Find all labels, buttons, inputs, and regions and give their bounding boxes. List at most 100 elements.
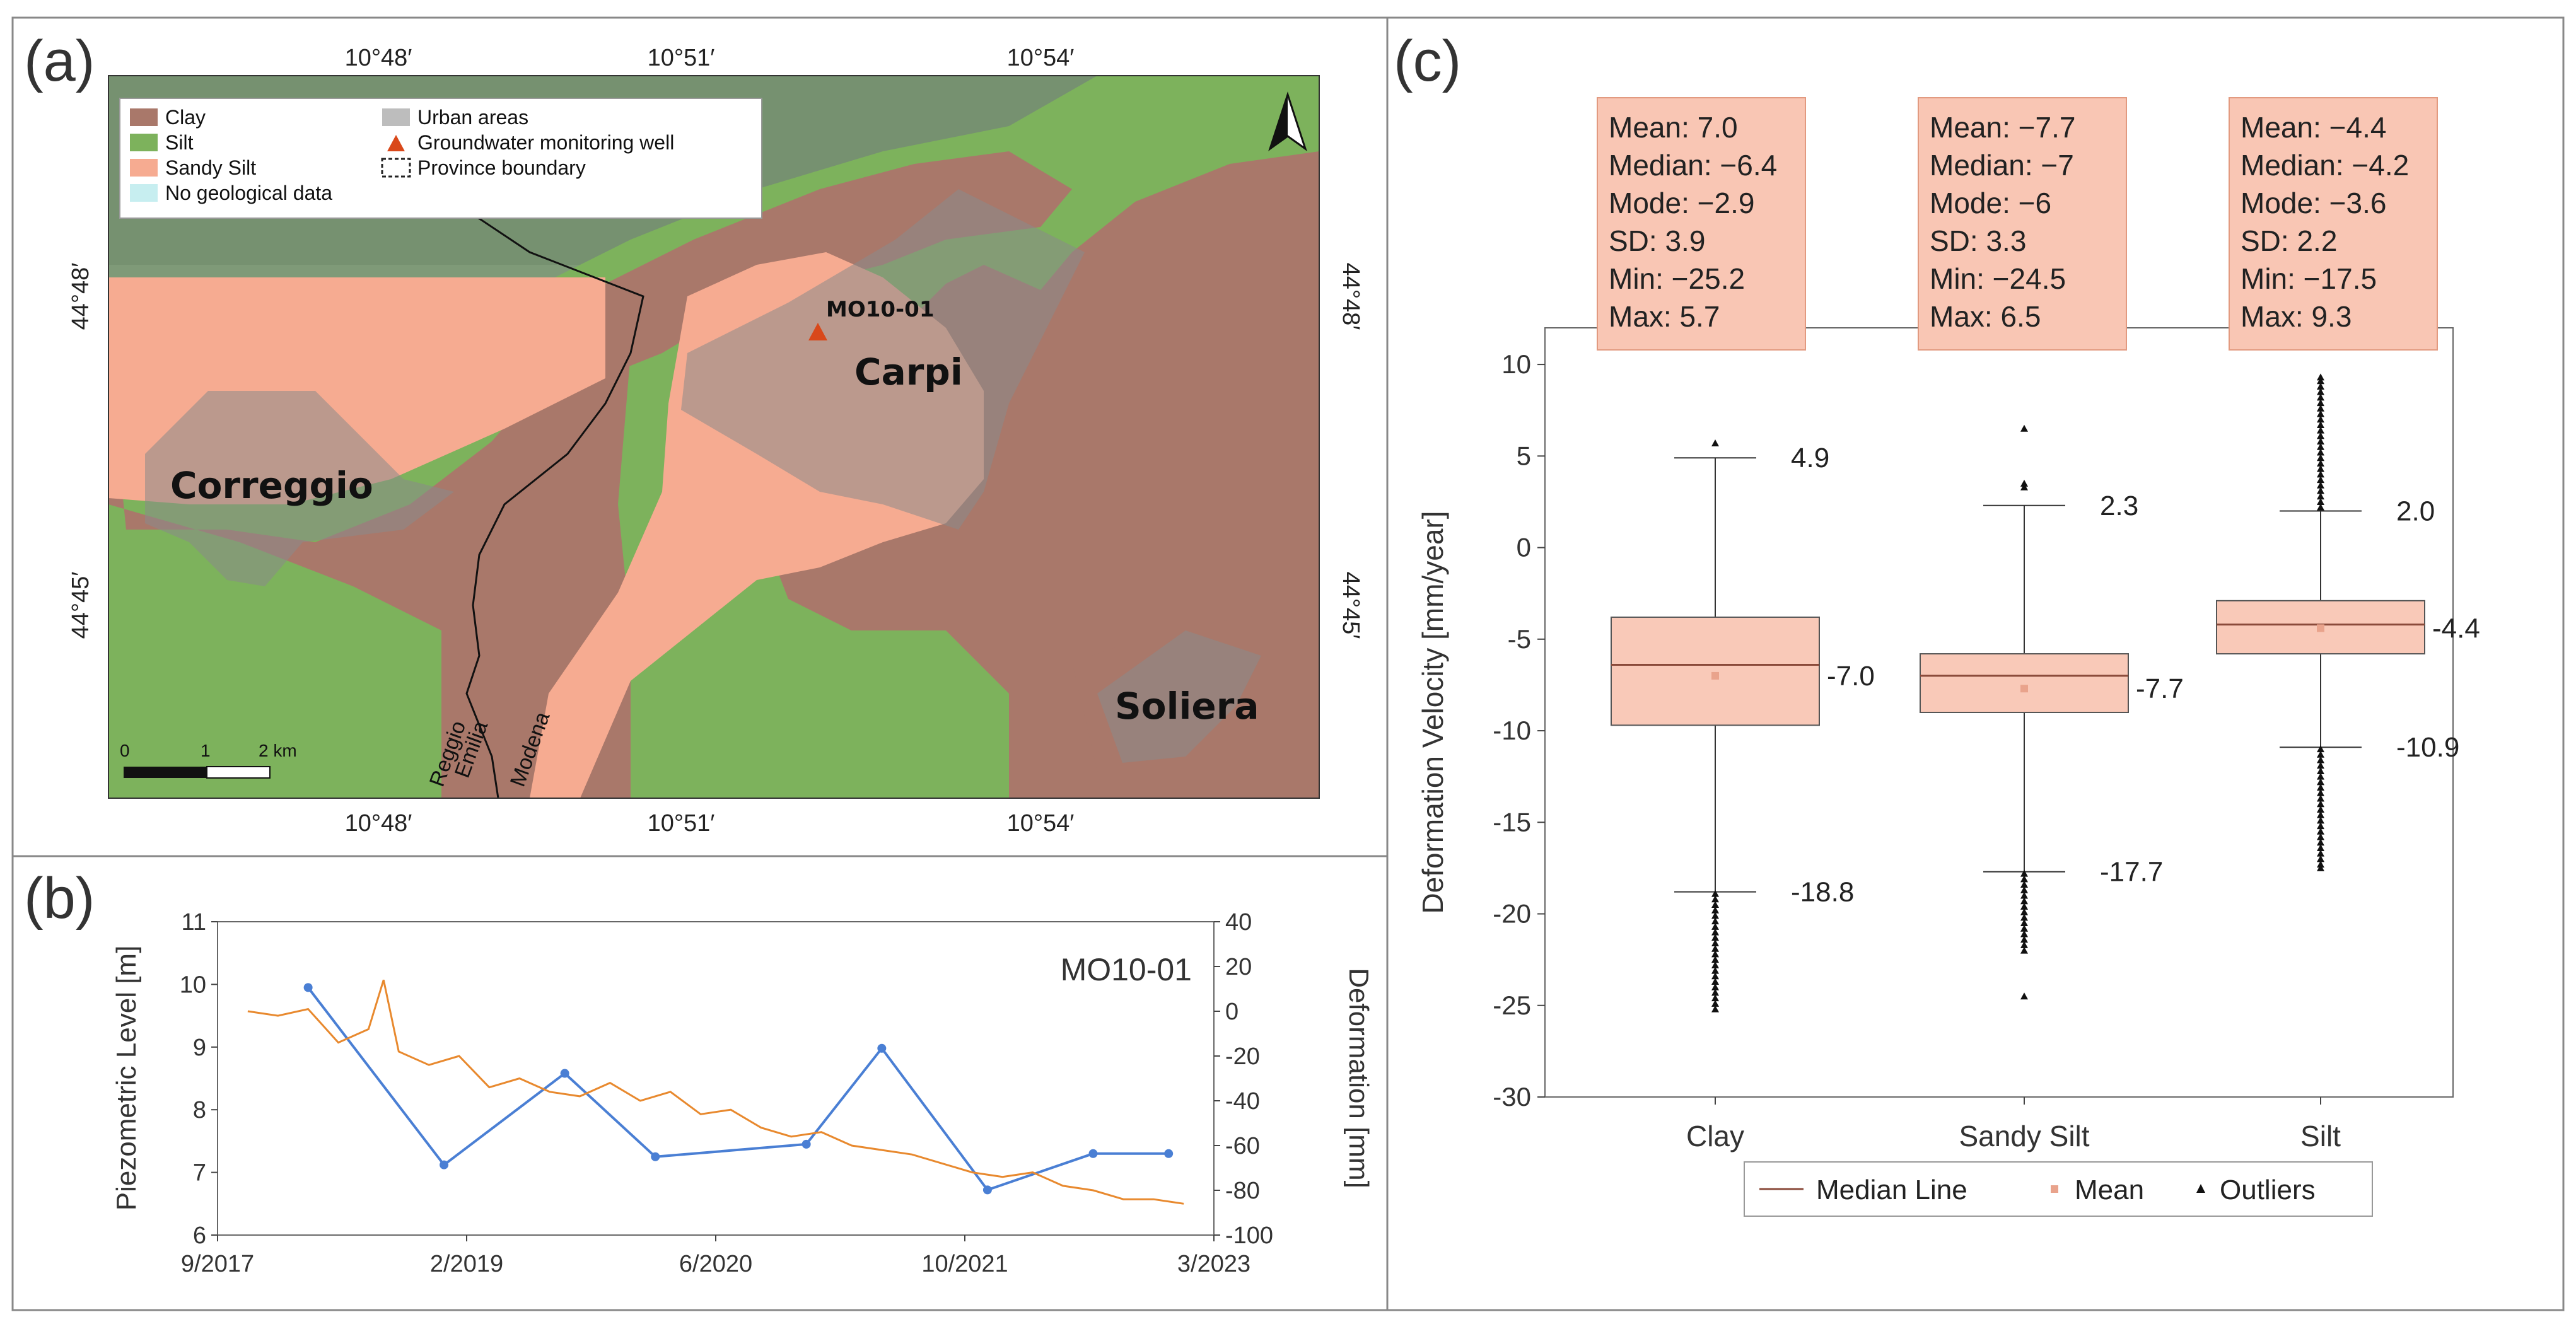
panel-b-tag: (b) xyxy=(24,866,95,931)
whisker-low-label: -10.9 xyxy=(2396,732,2459,763)
outlier-point xyxy=(2317,432,2324,439)
outlier-point xyxy=(1711,939,1719,946)
outlier-point xyxy=(1711,439,1719,446)
legend-well-icon xyxy=(387,135,405,151)
legend-swatch xyxy=(130,184,158,202)
stats-line: Max: 6.5 xyxy=(1930,300,2041,333)
outlier-point xyxy=(2020,919,2028,927)
mean-marker xyxy=(1711,671,1719,680)
stats-line: SD: 2.2 xyxy=(2241,224,2337,257)
lat-right-1: 44°48′ xyxy=(1338,263,1364,330)
outlier-point xyxy=(2317,438,2324,445)
well-marker xyxy=(808,323,827,340)
mean-marker xyxy=(2020,685,2028,693)
y-tick-label: -30 xyxy=(1493,1082,1531,1111)
outlier-point xyxy=(2020,914,2028,921)
chart-b-series xyxy=(247,979,1184,1205)
outlier-point xyxy=(2317,794,2324,802)
piezometric-point xyxy=(982,1185,992,1195)
outlier-point xyxy=(2317,399,2324,407)
stats-line: Min: −25.2 xyxy=(1609,262,1745,295)
outlier-point xyxy=(2317,784,2324,791)
outlier-point xyxy=(1711,934,1719,941)
chart-b-title: MO10-01 xyxy=(1061,952,1192,987)
whisker-low-label: -18.8 xyxy=(1791,877,1854,908)
outlier-point xyxy=(2020,424,2028,432)
outlier-point xyxy=(1711,917,1719,925)
mean-label: -7.7 xyxy=(2136,673,2184,704)
map-legend xyxy=(119,98,762,219)
stats-line: Mode: −2.9 xyxy=(1609,187,1754,219)
outlier-point xyxy=(1711,978,1719,985)
legend-mean-label: Mean xyxy=(2075,1175,2144,1205)
well-label: MO10-01 xyxy=(826,297,934,322)
outlier-point xyxy=(2020,902,2028,910)
x-tick-label: 6/2020 xyxy=(679,1251,752,1277)
whisker-high-label: 4.9 xyxy=(1791,443,1829,473)
outlier-point xyxy=(2317,756,2324,763)
outlier-point xyxy=(2317,844,2324,851)
outlier-point xyxy=(2317,745,2324,753)
left-tick-label: 7 xyxy=(193,1160,206,1187)
stats-line: Mean: 7.0 xyxy=(1609,111,1738,144)
town-soliera: Soliera xyxy=(1115,685,1259,728)
scale-bar-white xyxy=(206,766,271,779)
lon-bottom-3: 10°54′ xyxy=(1007,810,1075,837)
outlier-point xyxy=(2317,448,2324,456)
outlier-point xyxy=(1711,956,1719,963)
legend-swatch xyxy=(130,159,158,177)
outlier-point xyxy=(1711,972,1719,980)
outlier-point xyxy=(2020,881,2028,888)
outlier-point xyxy=(2317,762,2324,769)
scale-tick-1: 1 xyxy=(201,741,211,760)
right-tick-label: -100 xyxy=(1225,1222,1273,1249)
scale-tick-0: 0 xyxy=(120,741,130,760)
outlier-point xyxy=(1711,966,1719,974)
y-tick-label: -20 xyxy=(1493,899,1531,929)
left-tick-label: 6 xyxy=(193,1222,206,1249)
legend-swatch xyxy=(382,108,410,126)
right-tick-label: 20 xyxy=(1225,954,1252,980)
outlier-point xyxy=(2317,772,2324,780)
urban-correggio xyxy=(145,391,454,586)
outlier-point xyxy=(2020,930,2028,937)
mean-label: -4.4 xyxy=(2432,613,2480,644)
legend-label: Sandy Silt xyxy=(165,156,256,179)
outlier-point xyxy=(2020,891,2028,899)
right-tick-label: -80 xyxy=(1225,1178,1260,1204)
outlier-point xyxy=(2020,875,2028,883)
outlier-point xyxy=(1711,922,1719,930)
left-tick-label: 8 xyxy=(193,1097,206,1123)
legend-boundary-swatch xyxy=(381,158,411,178)
scale-tick-2: 2 km xyxy=(259,741,297,760)
piezometric-point xyxy=(1088,1149,1098,1158)
mean-marker xyxy=(2317,624,2324,632)
chart-c-axes: -30 -25 -20 -15 -10 -5 0 5 10 Clay Sandy Silt Silt xyxy=(1493,349,2341,1152)
province-boundary xyxy=(453,200,644,798)
y-tick-label: 10 xyxy=(1501,349,1531,379)
chart-c-stats: Mean: 7.0 Median: −6.4 Mode: −2.9 SD: 3.9 Mi… xyxy=(1597,97,2438,351)
outlier-point xyxy=(2020,869,2028,877)
outlier-point xyxy=(2317,404,2324,412)
outlier-point xyxy=(2317,816,2324,824)
x-tick-label: 3/2023 xyxy=(1177,1251,1250,1277)
outlier-point xyxy=(1711,912,1719,919)
outlier-point xyxy=(2317,443,2324,450)
stats-line: SD: 3.3 xyxy=(1930,224,2026,257)
stats-line: Min: −24.5 xyxy=(1930,262,2066,295)
outlier-point xyxy=(2317,373,2324,381)
outlier-point xyxy=(2317,421,2324,428)
legend-outlier-icon xyxy=(2196,1184,2205,1193)
y-tick-label: -5 xyxy=(1508,624,1531,654)
outlier-point xyxy=(1711,983,1719,990)
chart-b-ylabel-right: Deformation [mm] xyxy=(1343,968,1374,1188)
legend-label: Clay xyxy=(165,106,206,129)
legend-swatch xyxy=(130,108,158,126)
outlier-point xyxy=(1711,928,1719,936)
north-arrow-shade xyxy=(1270,95,1288,149)
piezometric-point xyxy=(801,1139,811,1149)
piezometric-point xyxy=(1164,1149,1174,1158)
stats-line: Mode: −3.6 xyxy=(2241,187,2386,219)
legend-label: Urban areas xyxy=(417,106,528,129)
